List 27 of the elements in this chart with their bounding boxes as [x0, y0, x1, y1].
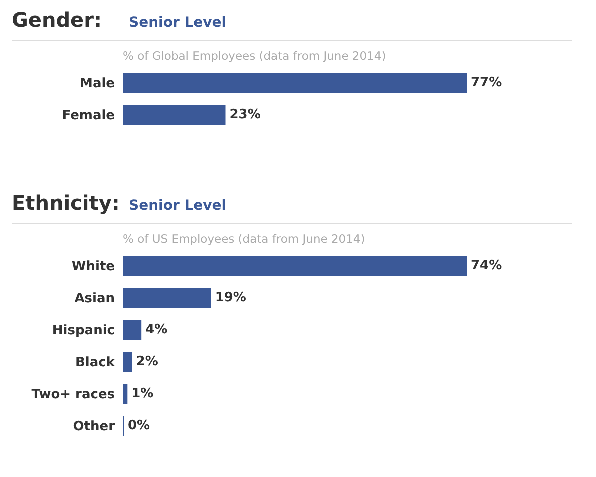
data-label: 2%	[136, 354, 158, 370]
data-label: 74%	[471, 258, 502, 274]
text: % of US Employees (data from June 2014)	[122, 232, 366, 246]
data-label: 1%	[132, 386, 154, 402]
chart-title: Ethnicity:	[12, 191, 121, 215]
data-label: 0%	[128, 418, 150, 434]
y-tick-label: Female	[62, 108, 116, 124]
y-tick-label: White	[72, 260, 116, 275]
data-label: 77%	[471, 76, 502, 90]
chart-title: Gender:	[12, 8, 103, 32]
y-tick-label: Hispanic	[52, 324, 115, 339]
bar	[123, 384, 128, 404]
data-label: 4%	[146, 322, 168, 338]
bar	[123, 320, 142, 340]
y-tick-label: Other	[73, 420, 116, 435]
y-tick-label: Asian	[74, 292, 115, 307]
bar	[123, 352, 132, 372]
text: % of Global Employees (data from June 2014)	[122, 49, 388, 63]
data-label: 19%	[215, 290, 246, 306]
chart-subtitle: Senior Level	[129, 198, 227, 214]
bar	[123, 288, 212, 308]
chart-subtitle: Senior Level	[129, 15, 227, 31]
y-tick-label: Black	[76, 356, 116, 371]
y-tick-label: Two+ races	[32, 388, 116, 403]
y-tick-label: Male	[80, 76, 116, 92]
data-label: 23%	[230, 108, 261, 122]
bar	[123, 256, 467, 276]
